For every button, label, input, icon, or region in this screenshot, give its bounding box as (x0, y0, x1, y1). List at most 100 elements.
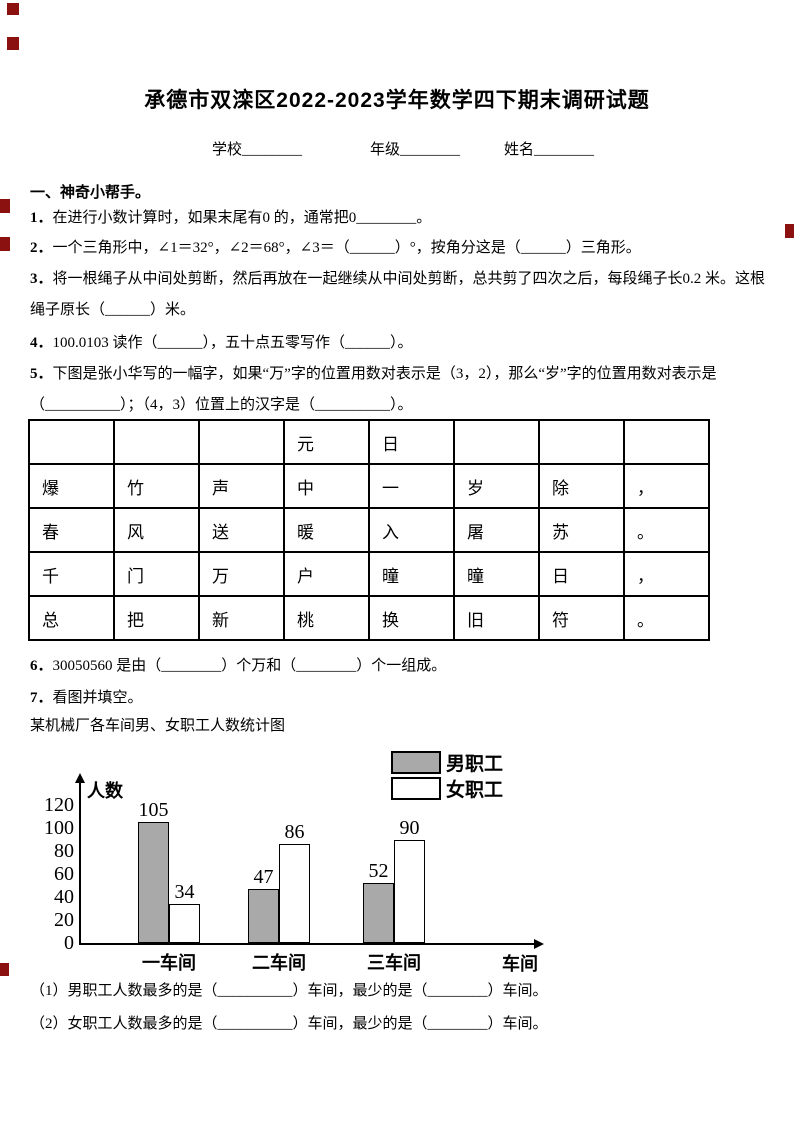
table-row: 总把新桃换旧符。 (28, 595, 710, 641)
question-3: 3．将一根绳子从中间处剪断，然后再放在一起继续从中间处剪断，总共剪了四次之后，每… (30, 264, 768, 326)
table-cell: 苏 (538, 507, 625, 553)
table-cell: 旧 (453, 595, 540, 641)
y-axis (79, 781, 81, 945)
sub-question-1: （1）男职工人数最多的是（__________）车间，最少的是（________… (30, 976, 768, 1007)
table-cell: 千 (28, 551, 115, 597)
table-cell: 入 (368, 507, 455, 553)
table-cell: 中 (283, 463, 370, 509)
table-cell: 。 (623, 595, 710, 641)
table-cell: 桃 (283, 595, 370, 641)
question-3-number: 3． (30, 271, 53, 287)
red-square-marker (0, 237, 10, 251)
table-row: 元日 (28, 419, 710, 465)
table-cell (538, 419, 625, 465)
red-square-marker (0, 199, 10, 213)
chart-title: 某机械厂各车间男、女职工人数统计图 (30, 718, 286, 734)
name-field: 姓名________ (504, 142, 595, 158)
table-cell: 岁 (453, 463, 540, 509)
sub-question-1-text: 男职工人数最多的是（__________）车间，最少的是（________）车间… (67, 983, 548, 999)
data-bar-female (394, 839, 425, 943)
question-6: 6．30050560 是由（________）个万和（________）个一组成… (30, 651, 768, 682)
y-axis-label: 人数 (87, 781, 123, 801)
table-cell: 日 (368, 419, 455, 465)
page-title: 承德市双滦区2022-2023学年数学四下期末调研试题 (144, 89, 650, 112)
data-bar-male (138, 822, 169, 943)
y-tick-label: 0 (64, 932, 74, 954)
y-tick-label: 60 (54, 863, 74, 885)
question-7-number: 7． (30, 690, 53, 706)
question-1-text: 在进行小数计算时，如果末尾有0 的，通常把0________。 (52, 210, 432, 226)
y-tick-label: 80 (54, 840, 74, 862)
y-tick-label: 20 (54, 909, 74, 931)
table-cell: 屠 (453, 507, 540, 553)
table-cell: 把 (113, 595, 200, 641)
table-cell: 日 (538, 551, 625, 597)
sub-question-2-text: 女职工人数最多的是（__________）车间，最少的是（________）车间… (67, 1016, 548, 1032)
data-bar-male (248, 888, 279, 943)
y-tick-label: 100 (44, 817, 74, 839)
sub-question-2-number: （2） (30, 1016, 68, 1032)
table-cell: 春 (28, 507, 115, 553)
table-cell: 总 (28, 595, 115, 641)
question-4-number: 4． (30, 335, 53, 351)
table-cell (113, 419, 200, 465)
female-workers-swatch (391, 776, 441, 800)
table-cell: 暖 (283, 507, 370, 553)
female-workers-label: 女职工 (446, 779, 504, 801)
table-cell: ， (623, 463, 710, 509)
bar-value-label: 105 (138, 799, 169, 822)
table-cell: 。 (623, 507, 710, 553)
table-cell (28, 419, 115, 465)
sub-question-1-number: （1） (30, 983, 68, 999)
red-square-marker (7, 3, 19, 15)
question-2-text: 一个三角形中，∠1＝32°，∠2＝68°，∠3＝（______）°，按角分这是（… (52, 240, 641, 256)
red-square-marker (0, 963, 9, 976)
y-axis-arrow-icon (74, 773, 85, 783)
question-7-text: 看图并填空。 (52, 690, 143, 706)
table-cell: 送 (198, 507, 285, 553)
question-4: 4．100.0103 读作（______），五十点五零写作（______）。 (30, 328, 768, 359)
question-5-number: 5． (30, 366, 53, 382)
y-tick-label: 120 (44, 794, 74, 816)
table-cell (198, 419, 285, 465)
table-cell: 元 (283, 419, 370, 465)
table-cell: 声 (198, 463, 285, 509)
bar-chart: 人数 车间 120 100 80 60 40 20 0 一车间 二车间 三车间 105 47 52 34 8… (40, 773, 545, 980)
data-bar-female (169, 903, 200, 943)
legend-item-female: 女职工 (391, 775, 503, 801)
table-cell (453, 419, 540, 465)
y-tick-label: 40 (54, 886, 74, 908)
data-bar-male (363, 883, 394, 943)
table-row: 爆竹声中一岁除， (28, 463, 710, 509)
section-1-heading: 一、神奇小帮手。 (30, 185, 151, 201)
table-cell (623, 419, 710, 465)
question-3-text: 将一根绳子从中间处剪断，然后再放在一起继续从中间处剪断，总共剪了四次之后，每段绳… (30, 271, 766, 318)
question-1-number: 1． (30, 210, 53, 226)
poem-position-table: 元日爆竹声中一岁除，春风送暖入屠苏。千门万户曈曈日，总把新桃换旧符。 (28, 419, 710, 641)
poem-table-body: 元日爆竹声中一岁除，春风送暖入屠苏。千门万户曈曈日，总把新桃换旧符。 (28, 419, 710, 641)
red-square-marker (7, 37, 19, 50)
sub-question-2: （2）女职工人数最多的是（__________）车间，最少的是（________… (30, 1009, 768, 1040)
table-row: 春风送暖入屠苏。 (28, 507, 710, 553)
question-5: 5．下图是张小华写的一幅字，如果“万”字的位置用数对表示是（3，2），那么“岁”… (30, 359, 768, 421)
table-cell: 新 (198, 595, 285, 641)
red-square-marker (785, 224, 794, 238)
category-label: 三车间 (367, 953, 421, 973)
x-axis-label: 车间 (502, 954, 538, 974)
table-cell: 换 (368, 595, 455, 641)
table-cell: 户 (283, 551, 370, 597)
table-cell: 爆 (28, 463, 115, 509)
category-label: 一车间 (142, 953, 196, 973)
male-workers-swatch (391, 750, 441, 774)
bar-value-label: 90 (399, 816, 420, 839)
table-cell: 风 (113, 507, 200, 553)
question-2-number: 2． (30, 240, 53, 256)
school-field: 学校________ (212, 142, 303, 158)
table-cell: 曈 (368, 551, 455, 597)
data-bar-female (279, 844, 310, 943)
bar-value-label: 47 (253, 865, 274, 888)
chart-legend: 男职工 女职工 (391, 749, 503, 801)
question-6-number: 6． (30, 658, 53, 674)
question-1: 1．在进行小数计算时，如果末尾有0 的，通常把0________。 (30, 203, 768, 234)
